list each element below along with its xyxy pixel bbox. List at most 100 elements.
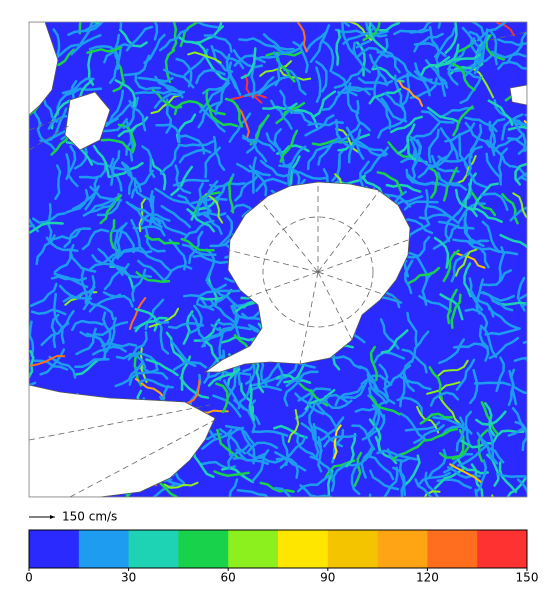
current-streak — [214, 81, 231, 116]
current-streak — [407, 266, 441, 285]
current-streak — [178, 36, 209, 57]
current-streak — [151, 88, 183, 109]
current-streak — [496, 38, 527, 47]
current-streak — [81, 228, 110, 251]
current-streak — [207, 368, 241, 387]
current-streak — [278, 67, 312, 81]
current-streak — [100, 138, 134, 154]
current-streak — [426, 106, 461, 124]
current-streak — [439, 106, 475, 119]
current-streak — [279, 89, 303, 114]
current-streak — [385, 183, 422, 193]
current-streak — [74, 358, 110, 369]
map-frame — [28, 21, 528, 498]
current-streak — [196, 283, 227, 304]
current-streak — [78, 162, 107, 180]
current-streak — [406, 311, 418, 347]
current-streak — [292, 41, 309, 74]
current-streak — [474, 488, 478, 497]
current-streak — [97, 248, 124, 276]
current-streak — [330, 462, 351, 492]
current-streak — [437, 152, 471, 163]
current-streak — [469, 190, 497, 217]
current-streak — [481, 291, 514, 312]
current-streak — [350, 462, 361, 496]
current-streak — [171, 22, 178, 51]
reference-arrow-head — [50, 515, 55, 519]
current-streak — [254, 51, 291, 61]
current-streak — [511, 384, 527, 395]
current-streak — [427, 166, 439, 199]
current-streak — [418, 213, 455, 221]
current-streak — [355, 99, 371, 132]
current-streak — [399, 370, 406, 408]
current-streak — [259, 481, 295, 493]
current-streak — [128, 297, 147, 331]
current-streak — [464, 121, 492, 149]
current-streak — [164, 49, 176, 84]
current-streak — [233, 399, 261, 426]
current-streak — [213, 48, 245, 70]
current-streak — [270, 99, 293, 130]
current-streak — [420, 56, 451, 77]
current-streak — [150, 94, 182, 115]
current-streak — [154, 217, 187, 236]
current-streak — [487, 99, 514, 127]
current-streak — [137, 259, 167, 283]
current-streak — [317, 416, 345, 443]
current-streak — [376, 50, 401, 74]
colorbar-tick-label: 90 — [320, 571, 335, 585]
current-streak — [487, 429, 499, 465]
current-streak — [514, 162, 527, 186]
current-streak — [429, 391, 460, 407]
current-streak — [368, 22, 387, 52]
current-streak — [65, 141, 94, 166]
current-streak — [417, 155, 448, 179]
current-streak — [163, 481, 199, 489]
current-streak — [331, 121, 362, 145]
current-streak — [195, 22, 219, 29]
reference-arrow-label: 150 cm/s — [62, 510, 117, 524]
current-streak — [273, 51, 281, 87]
current-streak — [255, 177, 288, 192]
current-streak — [248, 164, 268, 197]
current-streak — [29, 224, 35, 228]
current-streak — [368, 88, 402, 105]
current-streak — [412, 424, 445, 444]
current-streak — [320, 39, 335, 73]
current-streak — [199, 104, 226, 133]
current-streak — [331, 71, 358, 97]
current-streak — [455, 416, 465, 452]
current-streak — [453, 251, 486, 269]
current-streak — [110, 149, 121, 186]
current-streak — [442, 249, 460, 283]
current-streak — [323, 434, 357, 448]
current-streak — [70, 34, 102, 56]
current-streak — [218, 215, 234, 247]
current-streak — [414, 478, 434, 497]
current-streak — [88, 44, 120, 60]
current-streak — [67, 22, 102, 36]
current-streak — [417, 471, 451, 487]
current-streak — [419, 412, 454, 425]
current-streak — [358, 365, 380, 396]
current-streak — [141, 250, 173, 273]
current-streak — [29, 221, 64, 234]
current-streak — [62, 285, 96, 303]
current-streak — [278, 145, 307, 168]
current-streak — [274, 451, 307, 472]
current-streak — [363, 146, 390, 175]
current-streak — [523, 147, 527, 153]
current-streak — [297, 387, 332, 402]
current-streak — [165, 98, 173, 134]
current-streak — [228, 61, 242, 97]
current-streak — [507, 125, 527, 131]
colorbar-bin — [128, 530, 179, 568]
current-streak — [455, 248, 478, 277]
current-streak — [454, 188, 478, 218]
current-streak — [183, 219, 215, 240]
current-streak — [478, 327, 490, 362]
current-streak — [463, 262, 472, 298]
current-streak — [452, 342, 489, 350]
current-streak — [315, 60, 328, 93]
